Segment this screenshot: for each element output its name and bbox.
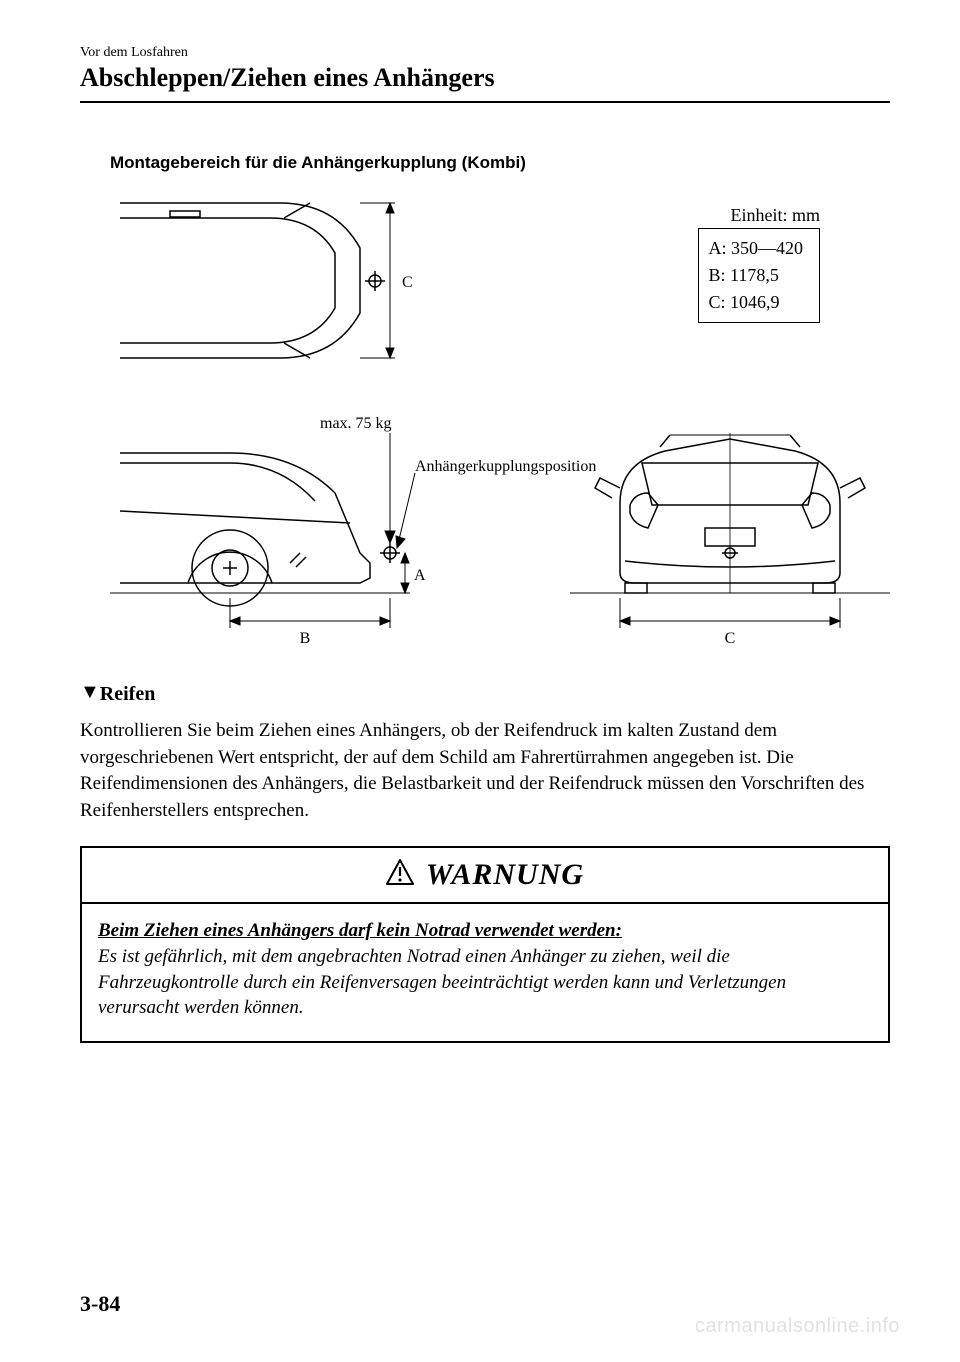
warning-box: WARNUNG Beim Ziehen eines Anhängers darf… bbox=[80, 846, 890, 1043]
label-c-top: C bbox=[402, 274, 413, 291]
label-b: B bbox=[300, 630, 311, 647]
dim-b bbox=[230, 598, 390, 628]
label-a: A bbox=[414, 567, 426, 584]
hitch-position-leader bbox=[396, 473, 415, 548]
label-c-bottom: C bbox=[725, 630, 736, 647]
vehicle-diagram-svg: C bbox=[110, 183, 890, 653]
header-rule bbox=[80, 101, 890, 103]
tires-heading: ▼Reifen bbox=[80, 683, 890, 706]
tires-body: Kontrollieren Sie beim Ziehen eines Anhä… bbox=[80, 718, 890, 824]
warning-title-row: WARNUNG bbox=[82, 848, 888, 904]
vehicle-top-view bbox=[120, 203, 385, 358]
watermark: carmanualsonline.info bbox=[695, 1315, 900, 1338]
header-small: Vor dem Losfahren bbox=[80, 45, 890, 61]
diagram-area: Einheit: mm A: 350—420 B: 1178,5 C: 1046… bbox=[110, 183, 860, 653]
warning-text: Es ist gefährlich, mit dem angebrachten … bbox=[98, 944, 872, 1021]
max-load-arrow bbox=[385, 433, 395, 543]
warning-body: Beim Ziehen eines Anhängers darf kein No… bbox=[82, 904, 888, 1041]
down-triangle-icon: ▼ bbox=[80, 681, 100, 704]
vehicle-rear-view bbox=[570, 433, 890, 593]
diagram-title: Montagebereich für die Anhängerkupplung … bbox=[110, 153, 890, 173]
header-large: Abschleppen/Ziehen eines Anhängers bbox=[80, 63, 890, 93]
page-number: 3-84 bbox=[80, 1291, 120, 1317]
warning-title: WARNUNG bbox=[426, 858, 584, 891]
dim-c-bottom bbox=[620, 598, 840, 628]
tires-heading-text: Reifen bbox=[100, 683, 156, 705]
warning-icon bbox=[386, 862, 420, 888]
label-max-load: max. 75 kg bbox=[320, 415, 392, 432]
warning-lead: Beim Ziehen eines Anhängers darf kein No… bbox=[98, 918, 872, 944]
vehicle-side-view bbox=[110, 453, 410, 606]
label-hitch-position: Anhängerkupplungsposition bbox=[415, 458, 596, 475]
